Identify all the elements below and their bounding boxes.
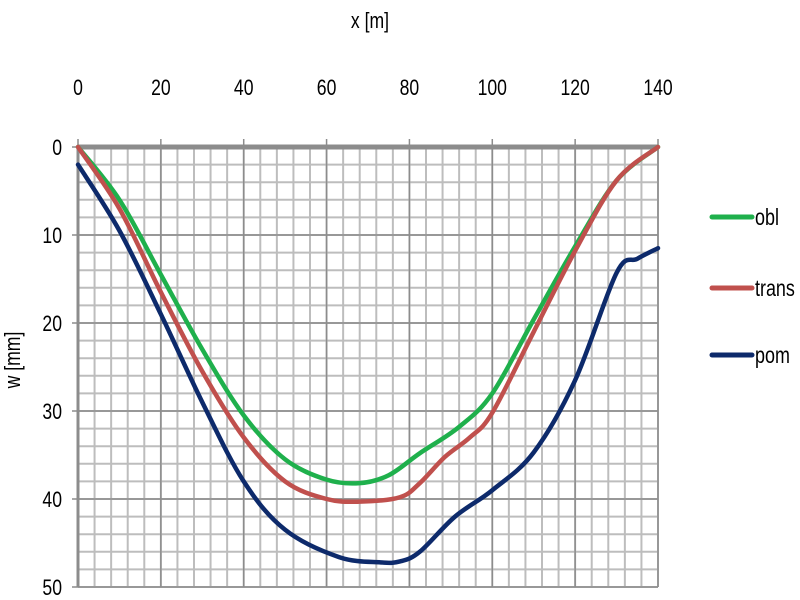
series-lines [75, 144, 661, 566]
axes [76, 144, 658, 587]
x-tick-label: 80 [400, 76, 420, 100]
y-tick-label: 40 [42, 488, 62, 512]
x-tick-label: 60 [317, 76, 337, 100]
grid [72, 139, 659, 588]
legend-label-obl: obl [755, 205, 779, 231]
y-tick-label: 30 [42, 400, 62, 424]
legend-label-pom: pom [755, 343, 790, 369]
x-tick-label: 120 [560, 76, 589, 100]
series-line-obl [75, 144, 661, 486]
tick-labels: 0 20 40 60 80 100 120 140 0 10 20 30 40 50 [42, 76, 672, 600]
x-tick-label: 140 [643, 76, 672, 100]
legend-label-trans: trans [755, 276, 795, 302]
x-tick-label: 20 [151, 76, 171, 100]
y-tick-label: 20 [42, 312, 62, 336]
series-line-pom [75, 162, 661, 566]
x-tick-label: 100 [478, 76, 507, 100]
y-axis-label: w [mm] [1, 332, 25, 390]
x-tick-label: 0 [73, 76, 83, 100]
series-line-trans [75, 144, 661, 505]
legend: obl trans pom [709, 205, 795, 369]
x-axis-label: x [m] [351, 9, 389, 33]
y-tick-label: 50 [42, 576, 62, 600]
y-tick-label: 0 [52, 136, 62, 160]
y-tick-label: 10 [42, 224, 62, 248]
x-tick-label: 40 [234, 76, 254, 100]
